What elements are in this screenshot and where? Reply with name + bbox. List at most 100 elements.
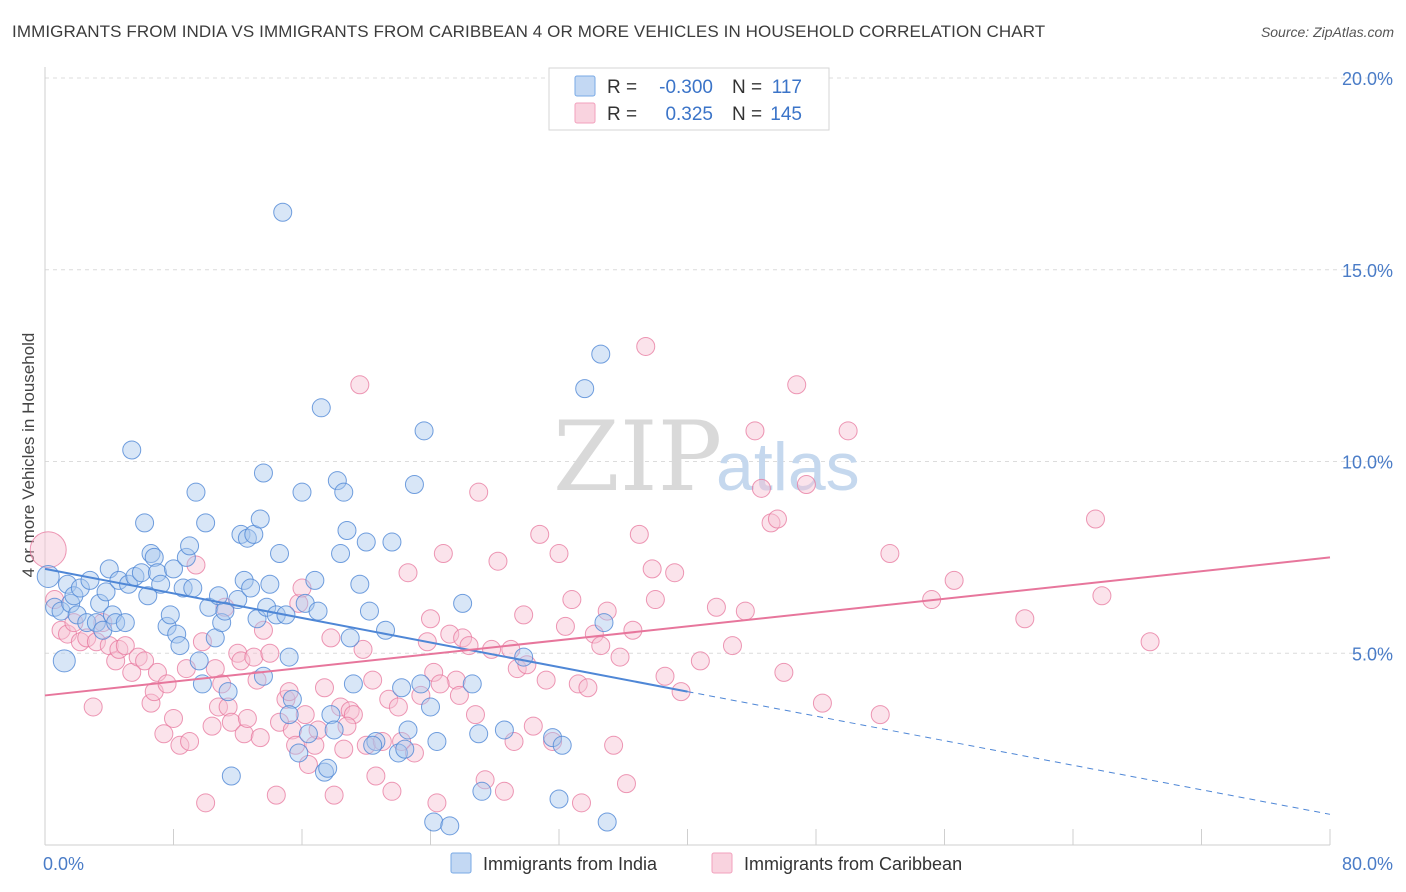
india-point [176, 547, 196, 567]
caribbean-point [308, 720, 328, 740]
caribbean-point [154, 724, 174, 744]
y-tick-label: 20.0% [1342, 69, 1393, 89]
caribbean-point [29, 531, 67, 569]
caribbean-point [796, 475, 816, 495]
india-point [308, 601, 328, 621]
caribbean-point [170, 735, 190, 755]
india-point [376, 620, 396, 640]
caribbean-point [202, 716, 222, 736]
india-point [469, 724, 489, 744]
india-point [122, 440, 142, 460]
caribbean-point [1085, 509, 1105, 529]
india-points [36, 202, 617, 836]
india-point [514, 647, 534, 667]
caribbean-point [77, 628, 97, 648]
y-axis-title: 4 or more Vehicles in Household [19, 333, 38, 578]
india-point [173, 578, 193, 598]
india-trend-extension [687, 691, 1331, 815]
caribbean-point [465, 705, 485, 725]
caribbean-point [475, 770, 495, 790]
caribbean-trend-line [44, 556, 1331, 697]
india-point [234, 570, 254, 590]
legend: R = -0.300 N = 117 R = 0.325 N = 145 [548, 67, 830, 131]
india-point [392, 678, 412, 698]
india-point [57, 574, 77, 594]
caribbean-point [597, 601, 617, 621]
bottom-legend: Immigrants from India Immigrants from Ca… [450, 852, 962, 874]
caribbean-point [449, 685, 469, 705]
legend-box [548, 67, 830, 131]
caribbean-point [141, 693, 161, 713]
india-point [575, 379, 595, 399]
india-point [331, 544, 351, 564]
caribbean-point [735, 601, 755, 621]
india-point [594, 613, 614, 633]
legend-swatch-caribbean [574, 102, 596, 124]
caribbean-points [29, 336, 1160, 813]
caribbean-point [266, 785, 286, 805]
india-point [552, 735, 572, 755]
caribbean-point [430, 674, 450, 694]
caribbean-point [186, 555, 206, 575]
caribbean-point [279, 682, 299, 702]
india-point [343, 674, 363, 694]
y-tick-label: 10.0% [1342, 453, 1393, 473]
caribbean-point [282, 720, 302, 740]
caribbean-point [645, 590, 665, 610]
caribbean-point [196, 793, 216, 813]
y-tick-label: 15.0% [1342, 261, 1393, 281]
caribbean-point [106, 651, 126, 671]
bottom-legend-swatch-caribbean [711, 852, 733, 874]
india-point [180, 536, 200, 556]
y-tick-label: 5.0% [1352, 644, 1393, 664]
caribbean-point [629, 524, 649, 544]
caribbean-point [433, 544, 453, 564]
caribbean-point [321, 628, 341, 648]
caribbean-point [690, 651, 710, 671]
india-trend-line [44, 567, 688, 693]
caribbean-point [221, 712, 241, 732]
india-point [597, 812, 617, 832]
x-tick-label: 80.0% [1342, 854, 1393, 874]
caribbean-point [616, 774, 636, 794]
watermark-atlas: atlas [716, 429, 860, 505]
india-point [138, 586, 158, 606]
india-point [327, 471, 347, 491]
caribbean-point [286, 735, 306, 755]
caribbean-point [665, 563, 685, 583]
y-axis-tick-labels: 5.0% 10.0% 15.0% 20.0% [1342, 69, 1393, 664]
caribbean-point [745, 421, 765, 441]
india-point [414, 421, 434, 441]
india-point [86, 613, 106, 633]
india-point [147, 563, 167, 583]
caribbean-point [523, 716, 543, 736]
caribbean-point [1092, 586, 1112, 606]
india-point [144, 547, 164, 567]
caribbean-point [45, 590, 65, 610]
india-point [289, 743, 309, 763]
caribbean-point [212, 674, 232, 694]
caribbean-point [427, 793, 447, 813]
caribbean-point [83, 697, 103, 717]
india-point [70, 578, 90, 598]
india-point [67, 605, 87, 625]
caribbean-point [623, 620, 643, 640]
caribbean-point [880, 544, 900, 564]
india-point [253, 463, 273, 483]
india-point [324, 720, 344, 740]
india-point [494, 720, 514, 740]
caribbean-point [350, 375, 370, 395]
caribbean-point [604, 735, 624, 755]
bottom-legend-label-caribbean: Immigrants from Caribbean [744, 854, 962, 874]
india-point [253, 666, 273, 686]
india-point [52, 649, 76, 673]
india-point [366, 731, 386, 751]
caribbean-point [356, 735, 376, 755]
india-point [282, 689, 302, 709]
caribbean-point [250, 728, 270, 748]
caribbean-point [549, 544, 569, 564]
caribbean-point [421, 609, 440, 629]
india-point [363, 735, 383, 755]
chart-title: IMMIGRANTS FROM INDIA VS IMMIGRANTS FROM… [12, 22, 1046, 41]
